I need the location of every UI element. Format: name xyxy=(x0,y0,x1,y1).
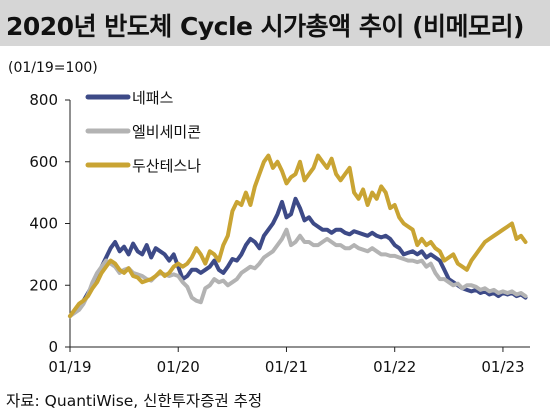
title-bar xyxy=(0,0,550,46)
x-tick-label: 01/21 xyxy=(265,358,308,376)
source-note: 자료: QuantiWise, 신한투자증권 추정 xyxy=(6,392,263,410)
unit-label: (01/19=100) xyxy=(8,60,98,76)
series-line-3 xyxy=(68,153,528,319)
legend-label-1: 네패스 xyxy=(132,89,174,107)
series-line-2 xyxy=(68,227,528,319)
x-tick-label: 01/19 xyxy=(48,358,91,376)
x-tick-label: 01/22 xyxy=(373,358,416,376)
y-tick-label: 200 xyxy=(29,276,58,294)
y-tick-label: 800 xyxy=(29,91,58,109)
legend-label-2: 엘비세미콘 xyxy=(132,123,201,141)
chart-title: 2020년 반도체 Cycle 시가총액 추이 (비메모리) xyxy=(6,12,524,41)
series-line-1 xyxy=(68,196,528,319)
x-tick-label: 01/23 xyxy=(481,358,524,376)
x-tick-label: 01/20 xyxy=(157,358,200,376)
y-tick-label: 0 xyxy=(48,338,58,356)
y-tick-label: 400 xyxy=(29,215,58,233)
y-tick-label: 600 xyxy=(29,153,58,171)
legend-label-3: 두산테스나 xyxy=(132,157,201,175)
